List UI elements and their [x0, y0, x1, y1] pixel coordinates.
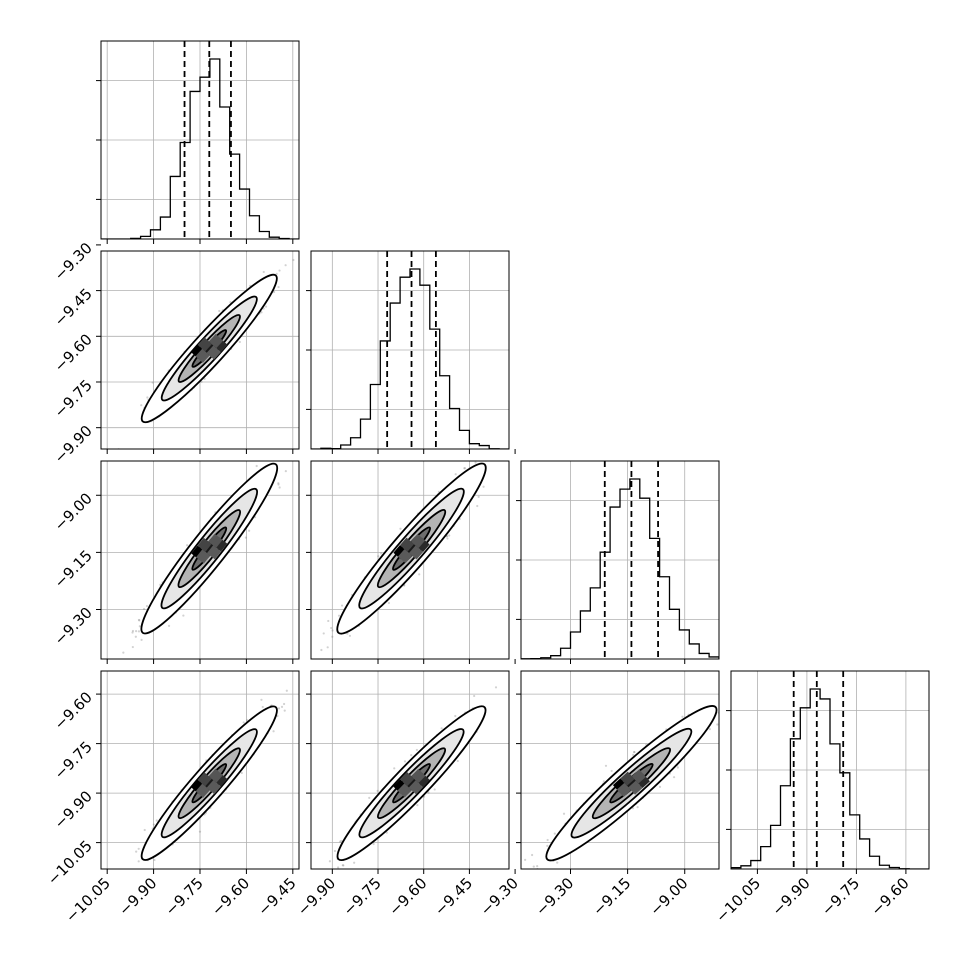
density-cell [197, 337, 212, 352]
x-tick-label: −10.05 [62, 874, 114, 926]
density-cell [397, 783, 412, 798]
density-cell [628, 780, 643, 795]
panel-frame [520, 670, 720, 870]
density-cell [196, 549, 211, 564]
density-cell [195, 783, 210, 798]
density-contours [140, 462, 279, 635]
x-tick-label: −9.90 [768, 874, 813, 919]
x-tick-label: −9.75 [162, 874, 207, 919]
histogram-step [731, 688, 929, 869]
scatter-panel-2-1 [306, 460, 516, 664]
density-contours [545, 705, 718, 862]
density-cell [620, 771, 635, 786]
y-tick-label: −10.05 [44, 837, 96, 889]
density-cell [397, 549, 413, 564]
density-contours [140, 705, 278, 861]
density-cell [399, 537, 415, 552]
x-tick-label: −9.90 [294, 874, 339, 919]
density-cell [206, 545, 222, 560]
density-cell [400, 771, 415, 787]
density-contours [336, 705, 487, 862]
y-tick-label: −9.90 [51, 422, 96, 467]
x-tick-label: −9.75 [340, 874, 385, 919]
density-cell [195, 348, 210, 363]
y-tick-label: −9.30 [51, 604, 96, 649]
y-tick-label: −9.15 [51, 546, 96, 591]
histogram-panel-2 [516, 460, 720, 664]
density-cell [208, 533, 223, 548]
scatter-panel-3-2 [516, 670, 720, 874]
histogram-panel-0 [96, 40, 300, 244]
x-tick-label: −9.60 [208, 874, 253, 919]
x-tick-label: −9.75 [818, 874, 863, 919]
x-tick-label: −10.05 [712, 874, 764, 926]
x-tick-label: −9.00 [646, 874, 691, 919]
density-contours [336, 462, 487, 635]
density-cell [206, 345, 221, 360]
x-tick-label: −9.45 [431, 874, 476, 919]
y-tick-label: −9.75 [51, 376, 96, 421]
x-tick-label: −9.60 [385, 874, 430, 919]
scatter-panel-3-1 [306, 670, 516, 874]
density-cell [409, 545, 424, 560]
x-tick-label: −9.15 [589, 874, 634, 919]
panel-frame [310, 460, 510, 660]
density-cell [206, 780, 221, 795]
density-cell [408, 780, 423, 795]
x-tick-label: −9.60 [867, 874, 912, 919]
density-cell [411, 533, 426, 549]
density-cell [208, 334, 224, 349]
histogram-step [311, 268, 509, 449]
x-tick-label: −9.45 [254, 874, 299, 919]
y-tick-label: −9.60 [51, 330, 96, 375]
histogram-panel-1 [306, 250, 516, 454]
density-cell [631, 769, 646, 784]
x-tick-label: −9.30 [532, 874, 577, 919]
density-contours [140, 273, 278, 424]
scatter-panel-3-0 [96, 670, 300, 874]
histogram-step [521, 478, 719, 659]
density-cell [208, 768, 223, 783]
y-tick-label: −9.60 [51, 688, 96, 733]
density-cell [411, 768, 426, 784]
density-cell [197, 537, 212, 552]
y-tick-label: −9.75 [51, 738, 96, 783]
x-tick-label: −9.30 [477, 874, 522, 919]
panel-frame [310, 670, 510, 870]
y-tick-label: −9.00 [51, 489, 96, 534]
density-cell [616, 782, 632, 797]
histogram-panel-3 [726, 670, 930, 874]
y-tick-label: −9.90 [51, 787, 96, 832]
x-tick-label: −9.90 [115, 874, 160, 919]
y-tick-label: −9.30 [51, 239, 96, 284]
histogram-step [101, 58, 299, 239]
scatter-panel-1-0 [96, 244, 300, 454]
scatter-panel-2-0 [96, 460, 300, 664]
density-cell [197, 772, 212, 787]
y-tick-label: −9.45 [51, 285, 96, 330]
